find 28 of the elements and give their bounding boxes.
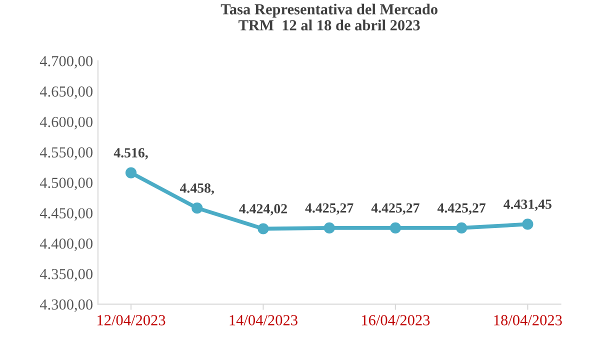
y-tick-label: 4.500,00 (40, 178, 93, 190)
data-label: 4.516, (114, 148, 148, 160)
data-label: 4.425,27 (437, 203, 486, 215)
data-label: 4.425,27 (371, 203, 420, 215)
point (522, 218, 534, 230)
y-tick-label: 4.300,00 (40, 299, 93, 312)
point (125, 167, 137, 178)
point (456, 222, 468, 234)
y-tick-label: 4.450,00 (40, 208, 93, 221)
y-tick-label: 4.350,00 (40, 268, 93, 282)
point (258, 223, 269, 234)
x-tick-label: 12/04/2023 (98, 315, 166, 326)
y-tick-label: 4.550,00 (40, 147, 93, 160)
data-label: 4.424,02 (239, 204, 287, 216)
y-tick-label: 4.700,00 (40, 56, 93, 68)
point (390, 222, 402, 234)
point (192, 202, 203, 214)
chart-title: Tasa Representativa del Mercado TRM 12 al 18 de abril 2023 (220, 4, 438, 30)
y-tick-label: 4.650,00 (40, 86, 93, 99)
y-tick-label: 4.600,00 (40, 116, 93, 130)
x-tick-label: 14/04/2023 (230, 315, 298, 326)
data-label: 4.431,45 (504, 200, 552, 211)
y-tick-label: 4.400,00 (40, 238, 93, 252)
point (324, 222, 335, 234)
data-label: 4.458, (180, 183, 214, 195)
data-label: 4.425,27 (305, 203, 354, 215)
x-tick-label: 16/04/2023 (362, 315, 430, 326)
x-tick-label: 18/04/2023 (494, 315, 562, 326)
